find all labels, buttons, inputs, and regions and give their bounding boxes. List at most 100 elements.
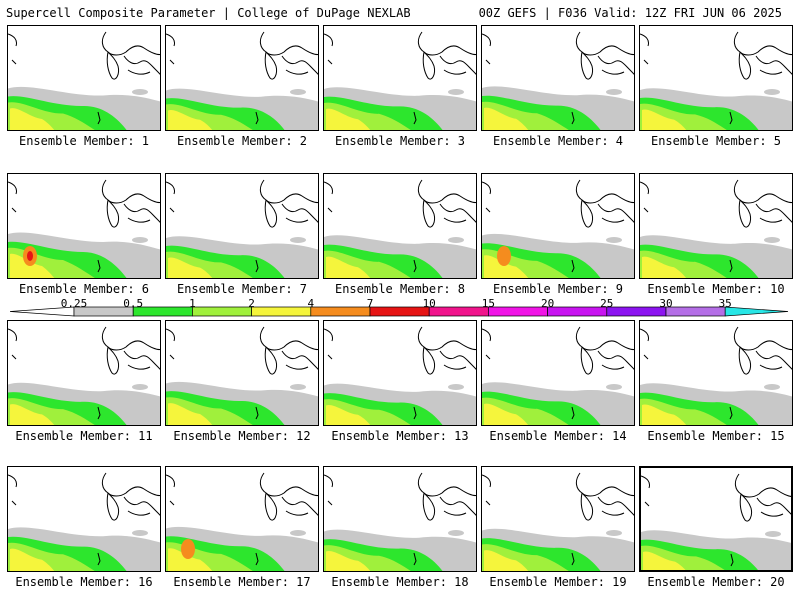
scp-peak-fill xyxy=(27,251,33,261)
panel-map xyxy=(8,472,160,571)
ensemble-panel xyxy=(165,320,319,426)
panel-map xyxy=(482,326,634,425)
coastline-outline xyxy=(8,328,17,360)
scp-max-fill xyxy=(181,539,195,559)
scp-contour-fill xyxy=(10,108,55,130)
coastline-outline xyxy=(324,328,333,360)
scp-contour-fill xyxy=(764,384,780,390)
coastline-outline xyxy=(729,406,733,420)
scp-contour-fill xyxy=(132,530,148,536)
panel-map xyxy=(324,326,476,425)
colorbar-segment xyxy=(606,306,667,317)
coastline-outline xyxy=(123,350,160,370)
coastline-outline xyxy=(106,346,119,375)
coastline-outline xyxy=(443,217,467,223)
panel-map xyxy=(324,31,476,130)
scp-contour-fill xyxy=(266,96,286,104)
coastline-outline xyxy=(601,69,625,75)
ensemble-member-label: Ensemble Member: 20 xyxy=(647,575,785,589)
ensemble-member-label: Ensemble Member: 3 xyxy=(334,134,466,148)
scp-contour-fill xyxy=(132,384,148,390)
scp-contour-fill xyxy=(132,237,148,243)
coastline-outline xyxy=(422,346,435,375)
scp-contour-fill xyxy=(606,530,622,536)
coastline-outline xyxy=(580,346,593,375)
coastline-outline xyxy=(640,328,649,360)
coastline-outline xyxy=(755,350,792,370)
coastline-outline xyxy=(482,474,491,506)
scp-contour-fill xyxy=(108,391,128,399)
coastline-outline xyxy=(97,111,101,125)
coastline-outline xyxy=(417,179,476,204)
coastline-outline xyxy=(106,51,119,80)
coastline-outline xyxy=(285,364,309,370)
ensemble-member-label: Ensemble Member: 8 xyxy=(334,282,466,296)
ensemble-panel xyxy=(165,466,319,572)
colorbar-segment xyxy=(310,306,371,317)
scp-contour-fill xyxy=(424,96,444,104)
scp-contour-fill xyxy=(606,384,622,390)
panel-map xyxy=(166,472,318,571)
ensemble-member-label: Ensemble Member: 9 xyxy=(492,282,624,296)
scp-contour-fill xyxy=(326,256,371,278)
colorbar-tick-label: 7 xyxy=(366,297,374,310)
panel-map xyxy=(641,473,791,570)
panel-map xyxy=(8,31,160,130)
scp-contour-fill xyxy=(448,89,464,95)
ensemble-member-label: Ensemble Member: 19 xyxy=(489,575,627,589)
scp-contour-fill xyxy=(484,255,529,278)
scp-contour-fill xyxy=(448,530,464,536)
scp-max-fill xyxy=(497,246,511,266)
coastline-outline xyxy=(739,493,752,522)
coastline-outline xyxy=(127,69,151,75)
coastline-outline xyxy=(759,217,783,223)
run-info: 00Z GEFS | F036 Valid: 12Z FRI JUN 06 20… xyxy=(478,6,782,20)
panel-map xyxy=(166,179,318,278)
scp-contour-fill xyxy=(606,237,622,243)
scp-contour-fill xyxy=(290,384,306,390)
coastline-outline xyxy=(166,33,175,65)
colorbar-tick-label: 10 xyxy=(422,297,436,310)
colorbar-segment xyxy=(665,306,726,317)
scp-contour-fill xyxy=(764,237,780,243)
panel-map xyxy=(640,31,792,130)
coastline-outline xyxy=(734,473,791,498)
scp-contour-fill xyxy=(290,530,306,536)
scp-contour-fill xyxy=(643,551,686,570)
coastline-outline xyxy=(285,69,309,75)
coastline-outline xyxy=(738,346,751,375)
scp-contour-fill xyxy=(108,244,128,252)
coastline-outline xyxy=(571,406,575,420)
colorbar-tick-label: 15 xyxy=(481,297,496,310)
coastline-outline xyxy=(422,51,435,80)
scp-contour-fill xyxy=(765,531,781,537)
coastline-outline xyxy=(413,552,417,566)
colorbar-segment xyxy=(192,306,252,317)
coastline-outline xyxy=(255,259,259,273)
scp-contour-fill xyxy=(740,391,760,399)
ensemble-panel xyxy=(639,173,793,279)
coastline-outline xyxy=(755,203,792,223)
coastline-outline xyxy=(281,55,318,75)
colorbar-right-arrow xyxy=(724,306,789,317)
coastline-outline xyxy=(281,350,318,370)
coastline-outline xyxy=(597,203,634,223)
ensemble-member-label: Ensemble Member: 5 xyxy=(650,134,782,148)
coastline-outline xyxy=(417,326,476,351)
coastline-outline xyxy=(101,179,160,204)
ensemble-panel xyxy=(165,173,319,279)
colorbar-segment xyxy=(369,306,430,317)
coastline-outline xyxy=(580,492,593,521)
coastline-outline xyxy=(166,328,175,360)
coastline-outline xyxy=(641,475,650,507)
coastline-outline xyxy=(756,497,791,515)
scp-contour-fill xyxy=(132,89,148,95)
panel-map xyxy=(324,179,476,278)
scp-contour-fill xyxy=(764,89,780,95)
ensemble-panel xyxy=(481,466,635,572)
scp-contour-fill xyxy=(10,548,55,571)
coastline-outline xyxy=(8,474,17,506)
coastline-outline xyxy=(123,496,160,516)
coastline-outline xyxy=(413,406,417,420)
coastline-outline xyxy=(166,181,175,213)
